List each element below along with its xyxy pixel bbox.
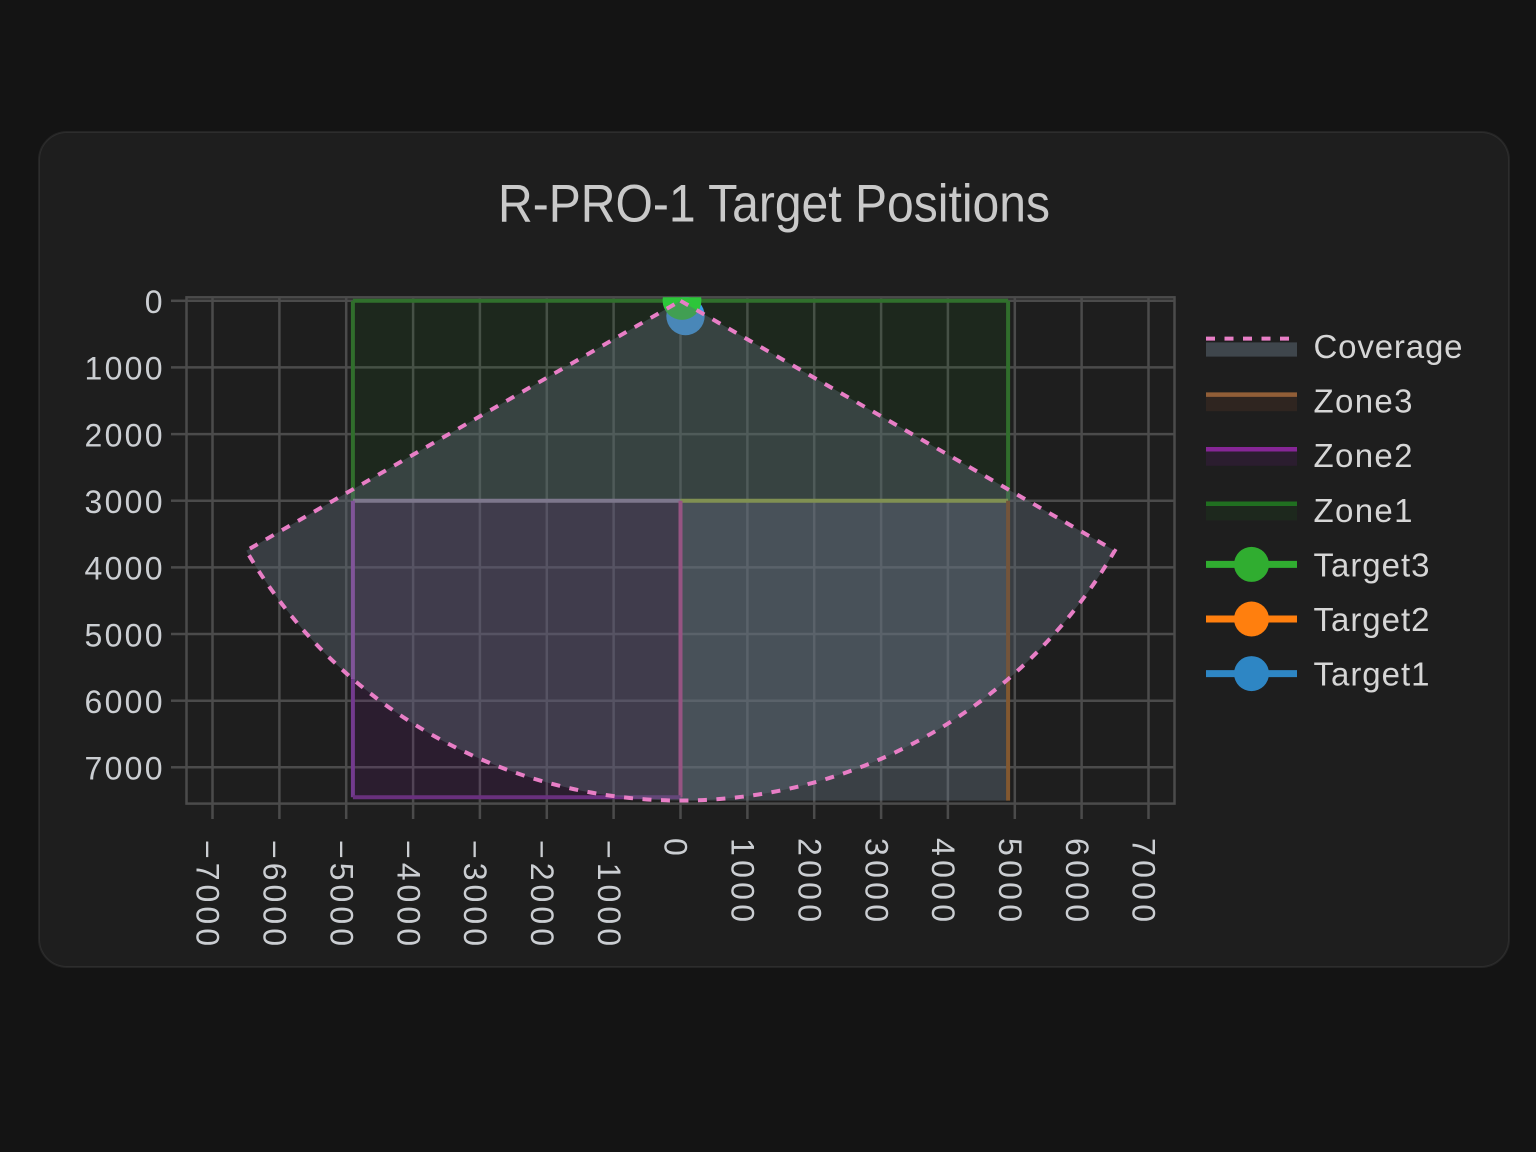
- svg-text:−1000: −1000: [591, 840, 627, 946]
- svg-text:Coverage: Coverage: [1314, 328, 1463, 365]
- svg-text:0: 0: [658, 838, 694, 856]
- svg-text:0: 0: [145, 284, 163, 320]
- svg-text:Target3: Target3: [1314, 546, 1430, 583]
- svg-text:Zone2: Zone2: [1314, 437, 1413, 474]
- svg-text:−2000: −2000: [524, 840, 560, 946]
- svg-text:−7000: −7000: [190, 840, 226, 946]
- svg-text:Zone3: Zone3: [1314, 383, 1413, 420]
- svg-text:−5000: −5000: [323, 840, 359, 946]
- svg-text:−3000: −3000: [457, 840, 493, 946]
- svg-text:R-PRO-1 Target Positions: R-PRO-1 Target Positions: [498, 175, 1050, 234]
- svg-text:Zone1: Zone1: [1314, 492, 1413, 529]
- svg-text:−4000: −4000: [390, 840, 426, 946]
- svg-text:Target2: Target2: [1314, 601, 1430, 638]
- svg-text:−6000: −6000: [257, 840, 293, 946]
- svg-text:Target1: Target1: [1314, 656, 1430, 693]
